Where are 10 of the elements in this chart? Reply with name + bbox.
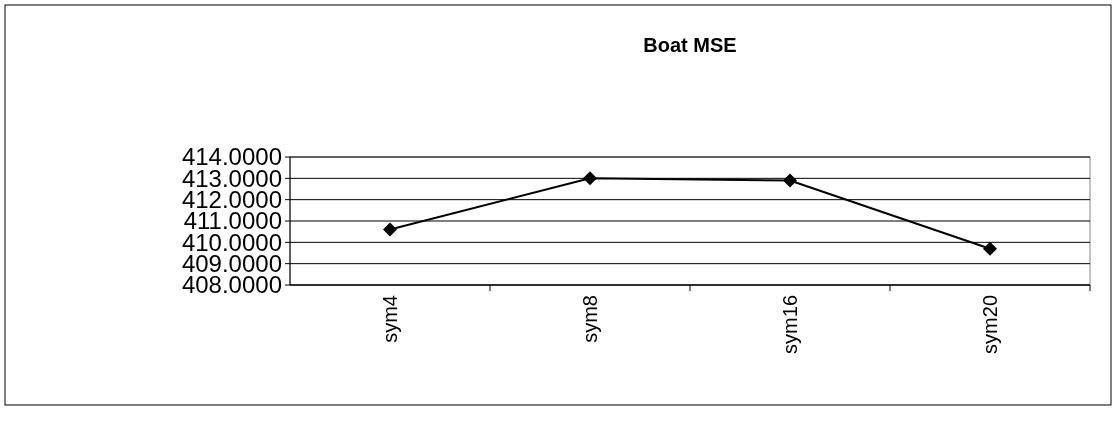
y-tick-label: 408.0000 xyxy=(181,271,282,299)
point xyxy=(783,173,797,188)
x-tick-label: sym16 xyxy=(779,295,801,354)
point xyxy=(583,171,597,186)
x-tick-label: sym20 xyxy=(979,295,1001,354)
point xyxy=(983,241,997,256)
x-tick-label: sym4 xyxy=(379,295,401,343)
chart-title: Boat MSE xyxy=(643,34,737,56)
x-tick-label: sym8 xyxy=(579,295,601,343)
point xyxy=(383,222,397,237)
